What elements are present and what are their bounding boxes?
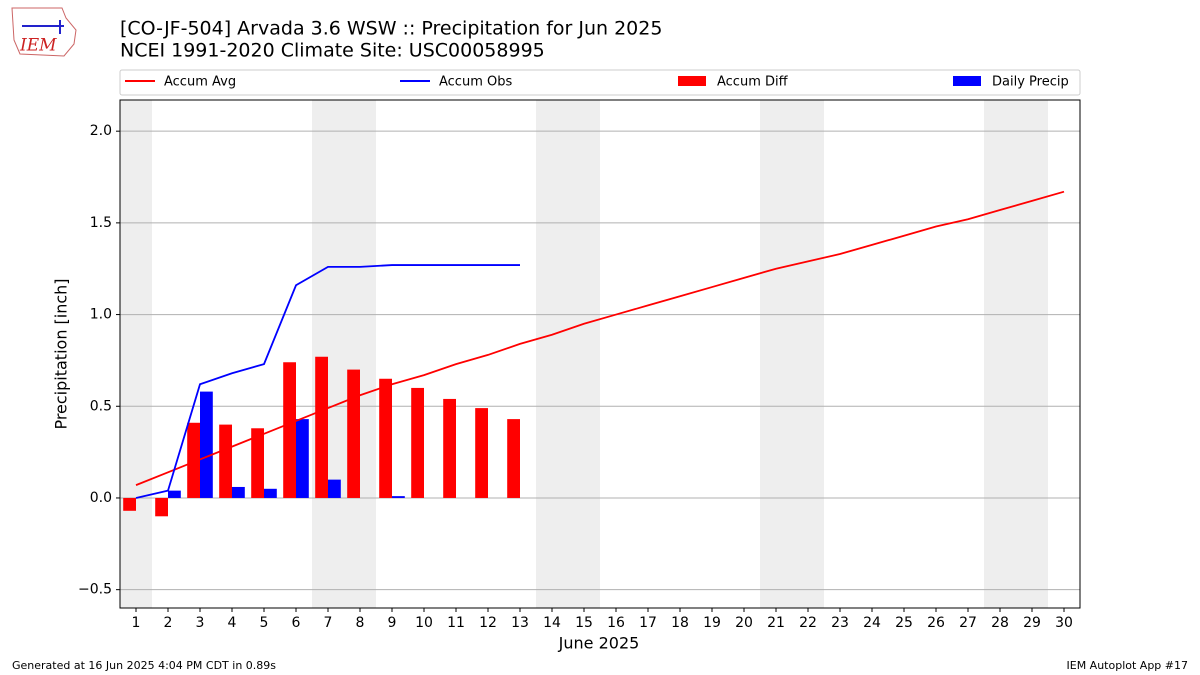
- y-tick-label: 0.5: [90, 398, 112, 414]
- bar: [328, 479, 341, 498]
- weekend-shade: [1016, 100, 1048, 608]
- bar: [315, 356, 328, 498]
- plot-frame: [119, 99, 1081, 609]
- x-tick-label: 16: [607, 615, 625, 631]
- weekend-shade: [760, 100, 792, 608]
- weekend-shade: [120, 100, 152, 608]
- bar: [507, 419, 520, 498]
- x-tick-label: 23: [831, 615, 849, 631]
- weekend-shade: [536, 100, 568, 608]
- x-tick-label: 8: [356, 615, 365, 631]
- x-tick-label: 9: [388, 615, 397, 631]
- y-tick-label: 1.5: [90, 215, 112, 231]
- bar: [155, 497, 168, 517]
- x-tick-label: 2: [164, 615, 173, 631]
- x-tick-label: 10: [415, 615, 433, 631]
- x-tick-label: 5: [260, 615, 269, 631]
- bar: [411, 387, 424, 498]
- weekend-shade: [568, 100, 600, 608]
- x-tick-label: 7: [324, 615, 333, 631]
- y-tick-label: 1.0: [90, 307, 112, 323]
- y-tick-label: −0.5: [78, 582, 112, 598]
- footer-left: Generated at 16 Jun 2025 4:04 PM CDT in …: [12, 659, 276, 672]
- x-tick-label: 12: [479, 615, 497, 631]
- bar: [379, 378, 392, 498]
- chart-subtitle: NCEI 1991-2020 Climate Site: USC00058995: [120, 40, 545, 62]
- bar: [219, 424, 232, 498]
- legend-label: Accum Diff: [717, 75, 789, 90]
- x-tick-label: 26: [927, 615, 945, 631]
- bar: [347, 369, 360, 498]
- y-tick-label: 0.0: [90, 490, 112, 506]
- x-tick-label: 20: [735, 615, 753, 631]
- line: [135, 190, 1065, 486]
- x-tick-label: 14: [543, 615, 561, 631]
- x-axis-label: June 2025: [558, 634, 640, 653]
- x-tick-label: 13: [511, 615, 529, 631]
- x-tick-label: 1: [132, 615, 141, 631]
- legend-label: Accum Avg: [164, 75, 236, 90]
- x-tick-label: 11: [447, 615, 465, 631]
- x-tick-label: 25: [895, 615, 913, 631]
- footer-right: IEM Autoplot App #17: [1067, 659, 1189, 672]
- y-axis-label: Precipitation [inch]: [52, 278, 71, 429]
- x-tick-label: 4: [228, 615, 237, 631]
- x-tick-label: 29: [1023, 615, 1041, 631]
- x-tick-label: 28: [991, 615, 1009, 631]
- bar: [475, 408, 488, 498]
- bar: [251, 428, 264, 498]
- x-tick-label: 18: [671, 615, 689, 631]
- logo-text: IEM: [19, 36, 57, 56]
- x-tick-label: 30: [1055, 615, 1073, 631]
- bar: [232, 486, 245, 498]
- logo: IEM: [11, 7, 77, 57]
- x-tick-label: 17: [639, 615, 657, 631]
- x-tick-label: 3: [196, 615, 205, 631]
- legend-label: Accum Obs: [439, 75, 512, 90]
- bar: [392, 496, 405, 498]
- weekend-shade: [312, 100, 344, 608]
- legend-swatch: [678, 76, 706, 86]
- x-tick-label: 27: [959, 615, 977, 631]
- bar: [264, 488, 277, 498]
- bar: [296, 419, 309, 498]
- bar: [200, 391, 213, 498]
- x-tick-label: 15: [575, 615, 593, 631]
- weekend-shade: [792, 100, 824, 608]
- y-tick-label: 2.0: [90, 123, 112, 139]
- plot: [120, 100, 1080, 608]
- bar: [443, 398, 456, 498]
- weekend-shade: [984, 100, 1016, 608]
- legend-label: Daily Precip: [992, 75, 1069, 90]
- line: [135, 264, 520, 499]
- x-tick-label: 21: [767, 615, 785, 631]
- x-tick-label: 24: [863, 615, 881, 631]
- x-tick-label: 19: [703, 615, 721, 631]
- chart-title: [CO-JF-504] Arvada 3.6 WSW :: Precipitat…: [120, 18, 662, 40]
- bar: [168, 490, 181, 498]
- bar: [283, 362, 296, 498]
- bar: [187, 422, 200, 498]
- legend-box: [119, 69, 1081, 96]
- x-tick-label: 6: [292, 615, 301, 631]
- legend-swatch: [953, 76, 981, 86]
- bar: [123, 497, 136, 511]
- weekend-shade: [344, 100, 376, 608]
- x-tick-label: 22: [799, 615, 817, 631]
